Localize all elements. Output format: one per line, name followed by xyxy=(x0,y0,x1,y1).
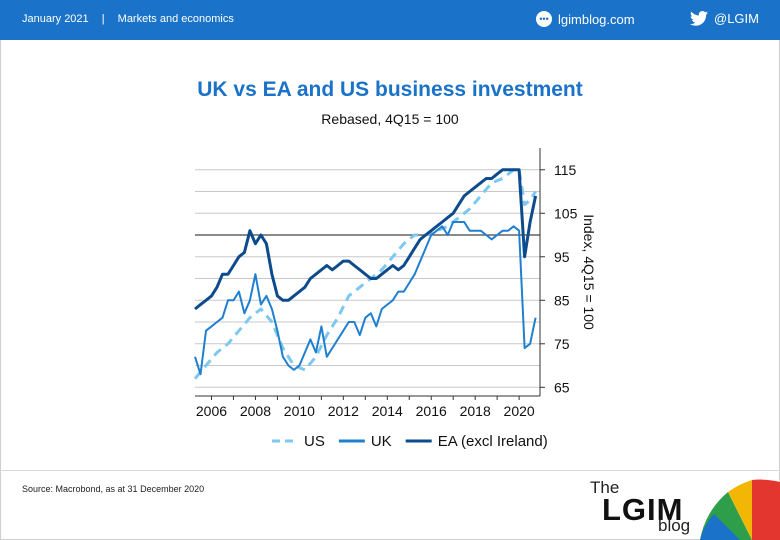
header-bar: January 2021 | Markets and economics •••… xyxy=(0,0,780,40)
logo-blog: blog xyxy=(658,516,691,535)
x-tick-label: 2016 xyxy=(416,403,447,419)
y-tick-label: 65 xyxy=(554,379,570,395)
header-category[interactable]: Markets and economics xyxy=(117,13,234,25)
twitter-icon xyxy=(690,11,708,26)
x-tick-label: 2020 xyxy=(504,403,535,419)
header-separator: | xyxy=(101,13,105,25)
source-note: Source: Macrobond, as at 31 December 202… xyxy=(22,484,205,494)
site-link[interactable]: ••• lgimblog.com xyxy=(536,11,635,27)
logo-lgim: LGIM xyxy=(602,492,684,527)
twitter-handle: @LGIM xyxy=(714,11,759,26)
y-tick-label: 95 xyxy=(554,249,570,265)
legend-label: UK xyxy=(371,433,392,450)
y-tick-label: 85 xyxy=(554,292,570,308)
y-tick-label: 115 xyxy=(554,162,577,178)
logo-the: The xyxy=(590,478,620,497)
series-line xyxy=(194,168,538,311)
x-tick-label: 2008 xyxy=(240,403,271,419)
site-label: lgimblog.com xyxy=(558,11,635,27)
y-tick-label: 75 xyxy=(554,336,570,352)
series-line xyxy=(194,221,537,376)
chart-title: UK vs EA and US business investment xyxy=(197,78,583,101)
header-date: January 2021 xyxy=(22,13,89,25)
twitter-link[interactable]: @LGIM xyxy=(690,11,759,26)
x-tick-label: 2006 xyxy=(196,403,227,419)
x-tick-label: 2014 xyxy=(372,403,403,419)
chart: UK vs EA and US business investment Rebas… xyxy=(193,78,597,450)
blog-icon: ••• xyxy=(536,11,552,27)
chart-subtitle: Rebased, 4Q15 = 100 xyxy=(321,111,459,127)
x-tick-label: 2012 xyxy=(328,403,359,419)
x-tick-label: 2010 xyxy=(284,403,315,419)
lgim-blog-logo: The LGIM blog xyxy=(590,478,780,540)
umbrella-icon xyxy=(700,479,780,540)
footer-divider xyxy=(0,470,780,471)
legend-label: US xyxy=(304,433,325,450)
x-tick-label: 2018 xyxy=(460,403,491,419)
header-left: January 2021 | Markets and economics xyxy=(22,13,244,25)
y-axis-label: Index, 4Q15 = 100 xyxy=(581,214,597,330)
legend-label: EA (excl Ireland) xyxy=(438,433,548,450)
series-line xyxy=(193,168,537,380)
y-tick-label: 105 xyxy=(554,205,578,221)
